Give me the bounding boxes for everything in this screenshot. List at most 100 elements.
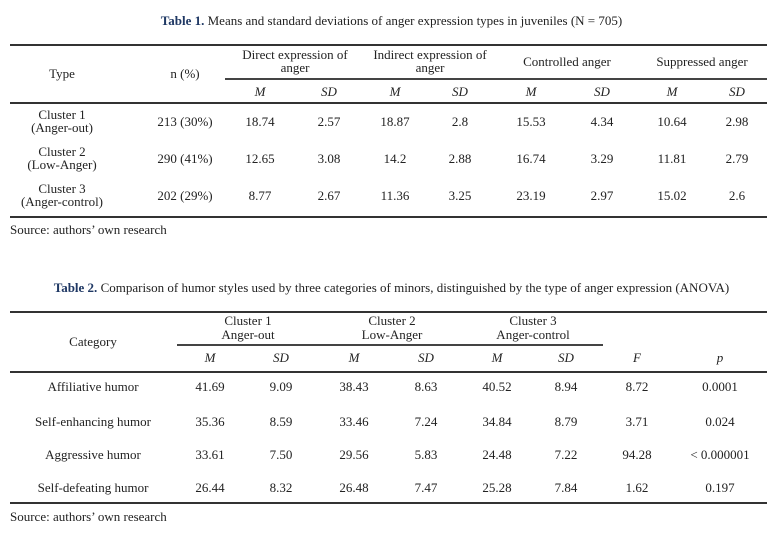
table2-row-category: Self-enhancing humor — [35, 414, 151, 429]
table1-cell: 3.25 — [448, 188, 472, 203]
table1-cell: 2.57 — [317, 114, 341, 129]
table2-row-category: Affiliative humor — [47, 379, 139, 394]
table2-cell: 3.71 — [625, 414, 649, 429]
table1-caption: Means and standard deviations of anger e… — [207, 13, 623, 28]
table1-group-header: Suppressed anger — [656, 54, 748, 69]
table1-row-type-label: (Low-Anger) — [27, 157, 97, 172]
table2-cell: 8.94 — [554, 379, 578, 394]
table2-cell: 26.48 — [339, 480, 369, 495]
table2-cell: 25.28 — [482, 480, 512, 495]
table1-bottom-rule — [10, 216, 767, 218]
table2-cell: 8.59 — [269, 414, 293, 429]
table1-row-type-label: (Anger-control) — [20, 194, 104, 209]
table2-cell: 8.72 — [625, 379, 649, 394]
table1-row-n: 202 (29%) — [157, 188, 213, 203]
table2-cell: 33.61 — [195, 447, 225, 462]
table1-group-header: Controlled anger — [523, 54, 611, 69]
table1-row-n: 290 (41%) — [157, 151, 213, 166]
table2-cell: 0.0001 — [702, 379, 738, 394]
table2-title: Table 2. Comparison of humor styles used… — [0, 280, 783, 296]
table2-cell: 7.22 — [554, 447, 578, 462]
table1-header-type: Type — [49, 66, 75, 81]
table2-cell: 7.24 — [414, 414, 438, 429]
table2-cell: 5.83 — [414, 447, 438, 462]
table2-header-sd: SD — [418, 350, 434, 365]
table1-header-m: M — [254, 84, 266, 99]
table2-source: Source: authors’ own research — [10, 509, 167, 524]
table2-cell: 94.28 — [622, 447, 652, 462]
table2-cell: 26.44 — [195, 480, 225, 495]
table1-cell: 2.88 — [448, 151, 472, 166]
table1-cell: 15.02 — [657, 188, 687, 203]
table1-row-type: Cluster 2 — [38, 144, 86, 159]
table1-cell: 2.97 — [590, 188, 614, 203]
table2-cell: 8.79 — [554, 414, 578, 429]
table1-header-sd: SD — [594, 84, 610, 99]
table1-cell: 3.08 — [317, 151, 341, 166]
table2-group-header: Anger-out — [221, 327, 275, 342]
table1-header-sd: SD — [321, 84, 337, 99]
table1-top-rule — [10, 44, 767, 46]
table1-cell: 2.67 — [317, 188, 341, 203]
table1-title: Table 1. Means and standard deviations o… — [0, 13, 783, 29]
table1-cell: 2.79 — [725, 151, 749, 166]
table1-header-m: M — [525, 84, 537, 99]
table1-cell: 14.2 — [383, 151, 407, 166]
table1-header-n: n (%) — [170, 66, 200, 81]
table1-header-m: M — [389, 84, 401, 99]
table1-group-header: anger — [280, 60, 310, 75]
table2-cell: 38.43 — [339, 379, 369, 394]
table1-cell: 2.6 — [728, 188, 746, 203]
table2-cell: 24.48 — [482, 447, 512, 462]
table2-header-sd: SD — [273, 350, 289, 365]
table2-cell: 9.09 — [269, 379, 293, 394]
table2-header-sd: SD — [558, 350, 574, 365]
table2-group-header: Anger-control — [496, 327, 570, 342]
table1-header-sd: SD — [452, 84, 468, 99]
table2-cell: 0.197 — [705, 480, 735, 495]
table1-cell: 2.98 — [725, 114, 749, 129]
table2-cell: 35.36 — [195, 414, 225, 429]
table1-header-m: M — [666, 84, 678, 99]
table2-cell: 33.46 — [339, 414, 369, 429]
table2-cell: 0.024 — [705, 414, 735, 429]
table2-header-category: Category — [69, 334, 117, 349]
table1-cell: 3.29 — [590, 151, 614, 166]
table1-header-sd: SD — [729, 84, 745, 99]
table1-group-header: Indirect expression of — [373, 47, 487, 62]
table2-cell: 40.52 — [482, 379, 512, 394]
table2-header-m: M — [204, 350, 216, 365]
table1-header-rule — [10, 102, 767, 104]
table1-group-header: Direct expression of — [242, 47, 348, 62]
table2-cell: 8.32 — [269, 480, 293, 495]
table1-row-type: Cluster 1 — [38, 107, 86, 122]
table1-cell: 10.64 — [657, 114, 687, 129]
table1-cell: 18.87 — [380, 114, 410, 129]
table1-cell: 12.65 — [245, 151, 275, 166]
table1-source: Source: authors’ own research — [10, 222, 167, 237]
table2-cell: 29.56 — [339, 447, 369, 462]
table1-row-type: Cluster 3 — [38, 181, 86, 196]
table2-subheader-rule — [177, 344, 603, 346]
table1-label: Table 1. — [160, 13, 205, 28]
table1-cell: 8.77 — [248, 188, 272, 203]
table2-cell: 34.84 — [482, 414, 512, 429]
table1-cell: 15.53 — [516, 114, 546, 129]
table2-row-category: Self-defeating humor — [37, 480, 149, 495]
table1-cell: 11.36 — [380, 188, 410, 203]
table2-bottom-rule — [10, 502, 767, 504]
table1-cell: 4.34 — [590, 114, 614, 129]
table1-cell: 2.8 — [451, 114, 469, 129]
table1-cell: 16.74 — [516, 151, 546, 166]
table2-header-f: F — [633, 350, 641, 365]
table1-cell: 18.74 — [245, 114, 275, 129]
table2-cell: 1.62 — [625, 480, 649, 495]
table2-cell: 7.50 — [269, 447, 293, 462]
table2-group-header: Cluster 3 — [509, 313, 557, 328]
table2-label: Table 2. — [53, 280, 98, 295]
table2-header-rule — [10, 371, 767, 373]
table2-header-p: p — [716, 350, 724, 365]
table2-cell: 41.69 — [195, 379, 225, 394]
table1-row-n: 213 (30%) — [157, 114, 213, 129]
